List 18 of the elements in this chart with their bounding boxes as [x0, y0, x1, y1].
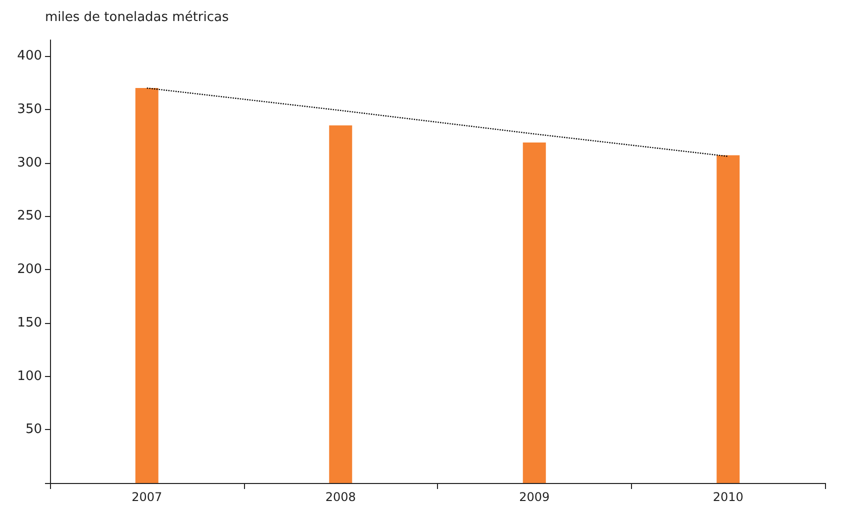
y-tick-label: 400: [17, 48, 42, 64]
x-tick-label: 2010: [712, 490, 744, 504]
y-tick-label: 250: [17, 208, 42, 224]
y-axis-title: miles de toneladas métricas: [45, 10, 229, 25]
y-tick-label: 100: [17, 368, 42, 384]
y-tick-label: 50: [25, 422, 42, 438]
x-tick-label: 2007: [132, 490, 162, 504]
bar: [329, 125, 352, 483]
y-tick-label: 300: [17, 155, 42, 170]
bar: [135, 88, 158, 483]
y-tick-label: 150: [17, 315, 42, 330]
y-tick-label: 200: [17, 262, 42, 278]
y-tick-label: 350: [17, 102, 42, 117]
x-tick-label: 2009: [519, 490, 550, 504]
bar: [522, 142, 546, 483]
x-tick-label: 2008: [325, 490, 356, 504]
line-series: [146, 87, 729, 157]
bar: [716, 155, 740, 483]
